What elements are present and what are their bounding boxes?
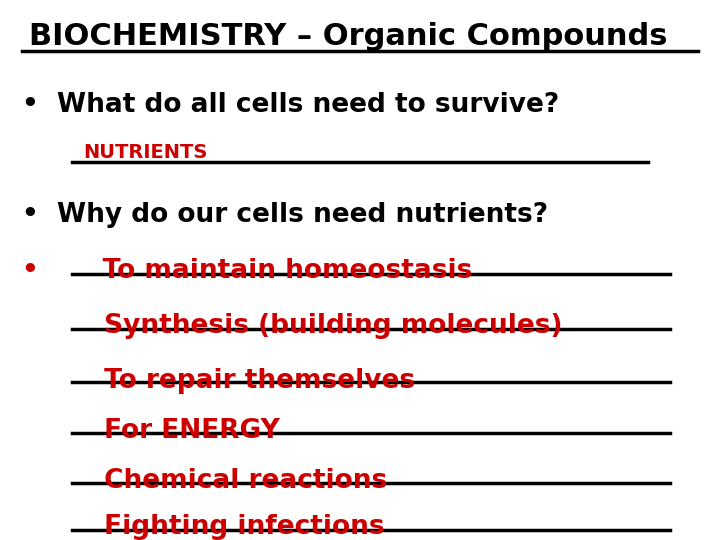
Text: •  Why do our cells need nutrients?: • Why do our cells need nutrients? [22, 202, 548, 228]
Text: Synthesis (building molecules): Synthesis (building molecules) [22, 313, 562, 339]
Text: To repair themselves: To repair themselves [22, 368, 415, 394]
Text: •  What do all cells need to survive?: • What do all cells need to survive? [22, 92, 559, 118]
Text: For ENERGY: For ENERGY [22, 418, 279, 444]
Text: Chemical reactions: Chemical reactions [22, 468, 387, 494]
Text: Fighting infections: Fighting infections [22, 514, 384, 540]
Text: BIOCHEMISTRY – Organic Compounds: BIOCHEMISTRY – Organic Compounds [29, 22, 667, 51]
Text: •       To maintain homeostasis: • To maintain homeostasis [22, 258, 472, 284]
Text: NUTRIENTS: NUTRIENTS [83, 143, 207, 162]
